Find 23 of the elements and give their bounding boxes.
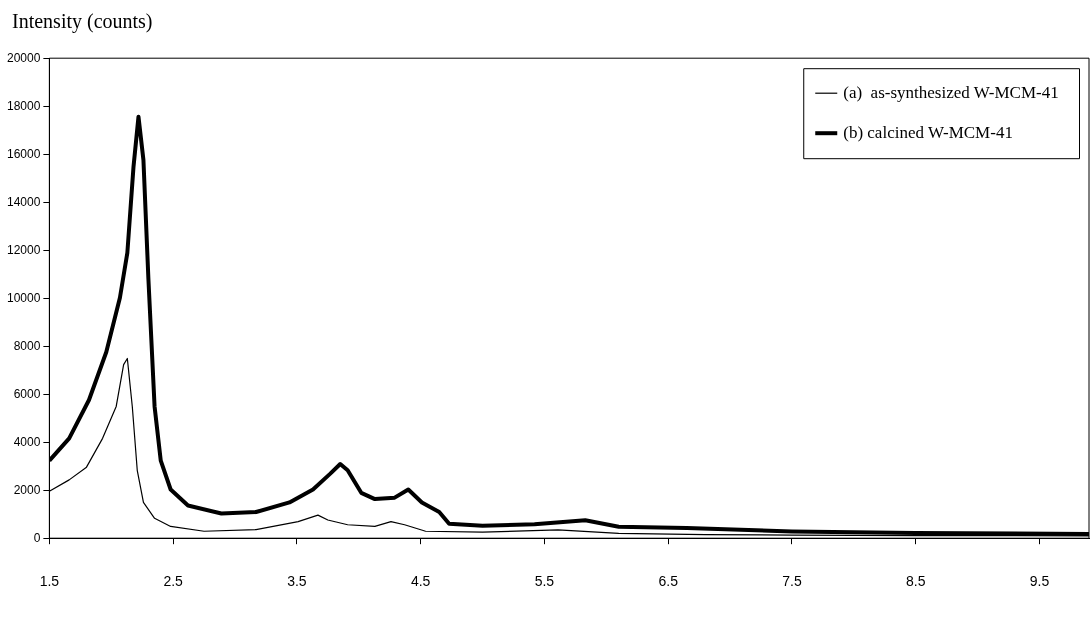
y-tick-label: 20000 — [6, 50, 41, 65]
x-tick-label: 1.5 — [39, 573, 60, 590]
y-tick-label: 6000 — [13, 386, 41, 401]
x-tick-label: 6.5 — [658, 573, 679, 590]
x-tick-label: 2.5 — [163, 573, 184, 590]
y-tick-label: 12000 — [6, 242, 41, 257]
y-tick-label: 14000 — [6, 194, 41, 209]
x-tick-label: 3.5 — [287, 573, 307, 590]
x-tick-label: 7.5 — [782, 573, 802, 590]
y-tick-label: 10000 — [6, 290, 41, 305]
legend-label: (a) as-synthesized W-MCM-41 — [843, 82, 1059, 102]
y-tick-label: 0 — [33, 530, 41, 545]
y-tick-label: 16000 — [6, 146, 41, 161]
y-tick-label: 4000 — [13, 434, 41, 449]
x-tick-label: 5.5 — [534, 573, 555, 590]
y-tick-label: 18000 — [6, 98, 41, 113]
x-tick-label: 4.5 — [410, 573, 431, 590]
y-tick-label: 8000 — [13, 338, 41, 353]
legend-label: (b) calcined W-MCM-41 — [843, 122, 1013, 142]
y-axis-title: Intensity (counts) — [11, 9, 154, 35]
x-tick-label: 8.5 — [905, 573, 926, 590]
x-tick-label: 9.5 — [1029, 573, 1050, 590]
y-tick-label: 2000 — [13, 482, 41, 497]
